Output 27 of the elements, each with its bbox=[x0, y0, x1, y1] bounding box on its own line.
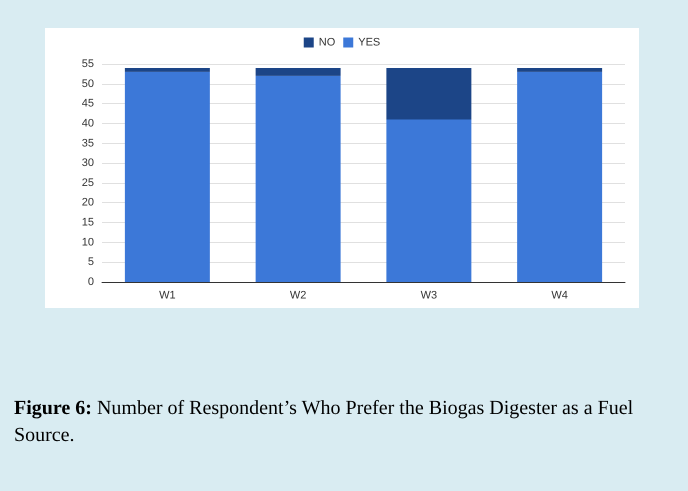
y-tick-label: 45 bbox=[82, 98, 94, 110]
y-tick-label: 25 bbox=[82, 176, 94, 189]
bar bbox=[124, 68, 210, 72]
caption: Figure 6: Number of Respondent’s Who Prefer the Biogas Digester as a Fuel Source. bbox=[14, 396, 634, 448]
legend-label: NO bbox=[318, 36, 336, 48]
x-tick-label: W3 bbox=[420, 290, 438, 302]
y-tick-label: 35 bbox=[82, 137, 94, 150]
y-tick-label: 15 bbox=[82, 216, 94, 229]
y-tick-label: 40 bbox=[82, 117, 94, 130]
y-tick-label: 55 bbox=[82, 58, 94, 70]
bar bbox=[386, 68, 472, 120]
x-tick-label: W1 bbox=[159, 290, 176, 302]
y-tick-label: 0 bbox=[88, 276, 94, 288]
bar bbox=[517, 72, 602, 282]
y-tick-label: 5 bbox=[88, 256, 94, 268]
bar bbox=[386, 119, 472, 282]
y-tick-label: 10 bbox=[82, 236, 94, 248]
bar bbox=[256, 76, 341, 282]
x-tick-label: W2 bbox=[290, 290, 306, 302]
y-tick-label: 20 bbox=[82, 196, 94, 209]
x-tick-label: W4 bbox=[551, 290, 568, 302]
legend-label: YES bbox=[358, 36, 380, 48]
bar bbox=[517, 68, 602, 72]
y-tick-label: 50 bbox=[82, 78, 94, 90]
bar bbox=[124, 72, 210, 282]
y-tick-label: 30 bbox=[82, 157, 94, 170]
bar bbox=[256, 68, 341, 76]
